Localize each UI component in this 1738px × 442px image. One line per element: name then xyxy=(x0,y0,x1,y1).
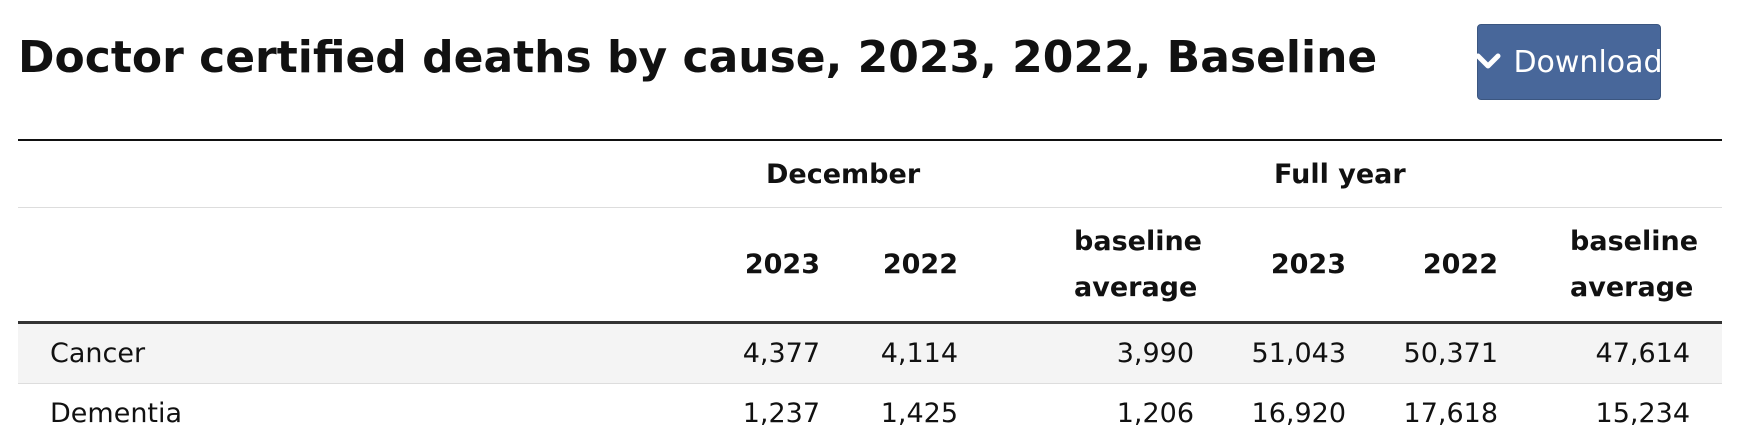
table-cell: 17,618 xyxy=(1378,383,1531,442)
table-cell: 16,920 xyxy=(1226,383,1379,442)
table-cell: 51,043 xyxy=(1226,322,1379,384)
column-header-row: 2023 2022 baseline average 2023 2022 bas… xyxy=(18,207,1723,324)
group-header-december: December xyxy=(718,140,1227,208)
group-header-blank xyxy=(18,140,718,208)
chevron-down-icon xyxy=(1475,53,1501,71)
table-cell: 3,990 xyxy=(990,322,1227,384)
download-button-label: Download xyxy=(1513,44,1663,80)
table-row: Dementia 1,237 1,425 1,206 16,920 17,618… xyxy=(18,383,1723,442)
page-title: Doctor certified deaths by cause, 2023, … xyxy=(18,32,1378,83)
row-label-cancer: Cancer xyxy=(18,322,718,384)
table-cell: 50,371 xyxy=(1378,322,1531,384)
column-header-full-year-baseline-text: baseline average xyxy=(1570,225,1699,303)
group-header-row: December Full year xyxy=(18,140,1723,208)
deaths-table-container: December Full year 2023 2022 baseline av… xyxy=(18,139,1723,442)
table-cell: 15,234 xyxy=(1530,383,1723,442)
table-cell: 4,114 xyxy=(852,322,990,384)
group-header-full-year: Full year xyxy=(1226,140,1723,208)
column-header-december-2023: 2023 xyxy=(718,207,852,324)
column-header-december-baseline: baseline average xyxy=(990,207,1227,324)
table-cell: 1,425 xyxy=(852,383,990,442)
table-cell: 4,377 xyxy=(718,322,852,384)
column-header-full-year-2023: 2023 xyxy=(1226,207,1379,324)
row-label-dementia: Dementia xyxy=(18,383,718,442)
column-header-full-year-baseline: baseline average xyxy=(1530,207,1723,324)
table-row: Cancer 4,377 4,114 3,990 51,043 50,371 4… xyxy=(18,322,1723,384)
table-cell: 1,237 xyxy=(718,383,852,442)
column-header-december-baseline-text: baseline average xyxy=(1074,225,1202,303)
column-header-cause xyxy=(18,207,718,324)
column-header-december-2022: 2022 xyxy=(852,207,990,324)
table-cell: 1,206 xyxy=(990,383,1227,442)
column-header-full-year-2022: 2022 xyxy=(1378,207,1531,324)
download-button[interactable]: Download xyxy=(1475,24,1663,100)
table-cell: 47,614 xyxy=(1530,322,1723,384)
deaths-table: December Full year 2023 2022 baseline av… xyxy=(18,139,1723,442)
